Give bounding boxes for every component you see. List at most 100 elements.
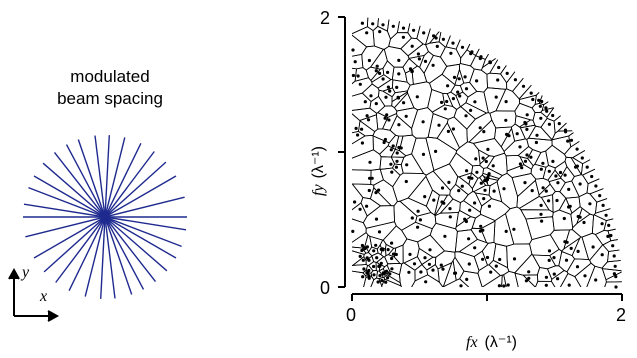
voronoi-cell [601, 259, 622, 272]
sample-point [520, 166, 524, 170]
sample-point [470, 50, 474, 54]
sample-point [473, 246, 477, 250]
sample-points [351, 21, 618, 289]
voronoi-cell [503, 138, 530, 157]
voronoi-cell [362, 276, 375, 287]
sample-point [384, 280, 388, 284]
sample-point [365, 256, 369, 260]
voronoi-cell [551, 130, 578, 141]
sample-point [525, 127, 529, 131]
sample-point [458, 94, 462, 98]
sample-point [463, 75, 467, 79]
sample-point [437, 123, 441, 127]
sample-point [381, 77, 385, 81]
caption-line-1: modulated [70, 67, 150, 86]
voronoi-cell [540, 117, 556, 141]
voronoi-cell [511, 173, 537, 198]
voronoi-cell [571, 236, 590, 260]
sample-point [521, 84, 526, 88]
voronoi-cell [429, 222, 458, 253]
voronoi-cell [470, 227, 488, 244]
sample-point [502, 187, 506, 191]
sample-point [457, 77, 461, 81]
voronoi-cell [352, 130, 366, 146]
sample-point [434, 36, 438, 40]
sample-point [397, 123, 401, 127]
sample-point [451, 97, 455, 101]
sample-point [402, 101, 406, 105]
sample-point [372, 273, 376, 277]
sample-point [504, 118, 508, 122]
sample-point [473, 100, 477, 104]
voronoi-cell [387, 247, 397, 258]
voronoi-cell [552, 209, 574, 231]
x-tick-right: 2 [616, 305, 626, 325]
sample-point [361, 258, 365, 262]
sample-point [539, 167, 543, 171]
voronoi-cell [602, 237, 622, 252]
voronoi-cell [399, 197, 432, 217]
sample-point [478, 229, 482, 233]
sample-point [424, 280, 428, 284]
sample-point [525, 113, 529, 117]
voronoi-cell [352, 181, 364, 213]
voronoi-cell [426, 264, 440, 283]
sample-point [405, 163, 409, 167]
sample-point [515, 132, 519, 136]
sample-point [354, 126, 358, 130]
sample-point [386, 85, 390, 89]
sample-point [578, 215, 582, 219]
voronoi-cell [481, 241, 497, 266]
sample-point [380, 278, 384, 283]
voronoi-cell [546, 47, 622, 122]
voronoi-cell [439, 46, 462, 67]
sample-point [614, 285, 618, 289]
sample-point [441, 267, 445, 271]
sample-point [507, 134, 511, 138]
voronoi-cell [589, 179, 622, 203]
voronoi-cell [511, 123, 526, 142]
voronoi-cell [382, 225, 408, 249]
voronoi-cell [383, 45, 410, 68]
sample-point [353, 200, 357, 204]
voronoi-cell [517, 145, 534, 159]
sample-point [407, 270, 411, 274]
sample-point [459, 284, 463, 288]
x-axis-unit: (λ⁻¹) [485, 334, 517, 351]
sample-point [497, 65, 501, 70]
voronoi-cell [375, 112, 389, 130]
sample-point [394, 252, 398, 257]
sample-point [475, 170, 479, 174]
voronoi-cell [463, 190, 483, 213]
sample-point [478, 126, 482, 130]
sample-point [479, 181, 483, 185]
voronoi-cell [381, 278, 403, 287]
voronoi-cell [552, 191, 567, 213]
sample-point [544, 275, 549, 279]
voronoi-cell [556, 66, 622, 132]
sample-point [358, 207, 362, 211]
sample-point [505, 132, 509, 136]
sample-point [611, 244, 615, 248]
sample-point [564, 130, 568, 134]
sample-point [497, 284, 501, 288]
sample-point [504, 100, 508, 104]
voronoi-cell [531, 102, 545, 113]
sample-point [498, 257, 502, 262]
sample-point [594, 278, 598, 282]
voronoi-cell [407, 175, 433, 207]
voronoi-cell [369, 48, 388, 70]
voronoi-cell [407, 81, 433, 111]
sample-point [551, 113, 555, 118]
sample-point [523, 159, 528, 163]
sample-point [440, 200, 444, 204]
voronoi-cell [402, 58, 419, 74]
voronoi-cell [482, 167, 503, 180]
sample-point [606, 234, 610, 238]
sample-point [374, 191, 378, 195]
voronoi-cell [538, 17, 622, 106]
sample-point [404, 114, 408, 118]
voronoi-cell [386, 262, 403, 276]
sample-point [410, 44, 414, 48]
